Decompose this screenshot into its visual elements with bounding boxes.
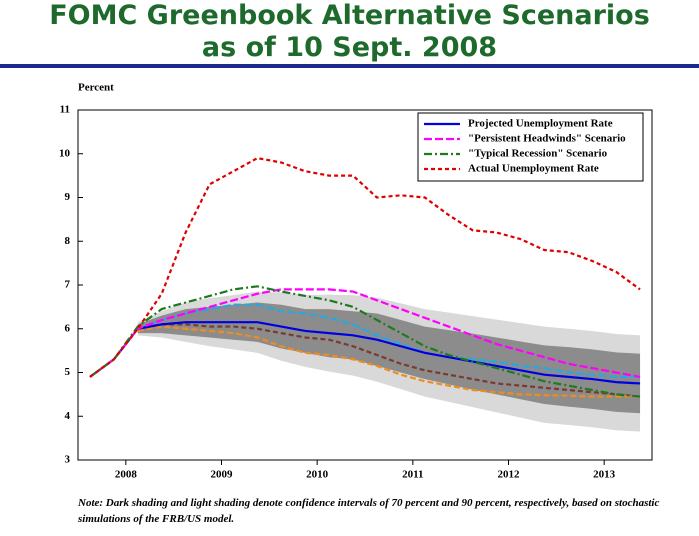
x-tick-label: 2012	[498, 469, 521, 481]
y-tick-label: 7	[65, 279, 71, 291]
y-tick-label: 11	[60, 104, 70, 116]
note: Note: Dark shading and light shading den…	[78, 497, 660, 525]
x-tick-label: 2009	[211, 469, 234, 481]
title: FOMC Greenbook Alternative Scenarios as o…	[0, 0, 699, 64]
y-tick-label: 8	[65, 235, 71, 247]
series-line	[137, 303, 641, 378]
legend-label: Actual Unemployment Rate	[468, 163, 599, 175]
legend-label: "Typical Recession" Scenario	[468, 148, 608, 160]
x-tick-label: 2008	[115, 469, 138, 481]
title-line: FOMC Greenbook Alternative Scenarios	[49, 0, 650, 31]
title-rule	[0, 64, 699, 68]
series-line	[89, 321, 641, 385]
y-tick-label: 4	[65, 410, 71, 422]
legend-label: "Persistent Headwinds" Scenario	[468, 133, 626, 145]
y-tick-label: 5	[65, 366, 71, 378]
legend-label: Projected Unemployment Rate	[468, 118, 613, 130]
chart: Percent 3 4 5 6 7 8 9 10 11 2008 2009 2010 2011 2012 2…	[59, 82, 653, 481]
series-line	[137, 325, 641, 398]
series-line	[89, 288, 641, 378]
title-line: as of 10 Sept. 2008	[201, 32, 498, 63]
series-line	[137, 323, 641, 398]
y-tick-label: 3	[65, 454, 71, 466]
y-tick-label: 9	[65, 191, 71, 203]
x-tick-label: 2011	[402, 469, 423, 481]
series-line	[89, 156, 641, 378]
y-tick-label: 10	[59, 147, 71, 159]
y-tick-label: 6	[65, 322, 71, 334]
series-line	[89, 285, 641, 398]
x-tick-label: 2010	[306, 469, 329, 481]
y-axis-label: Percent	[78, 82, 114, 94]
x-tick-label: 2013	[593, 469, 616, 481]
